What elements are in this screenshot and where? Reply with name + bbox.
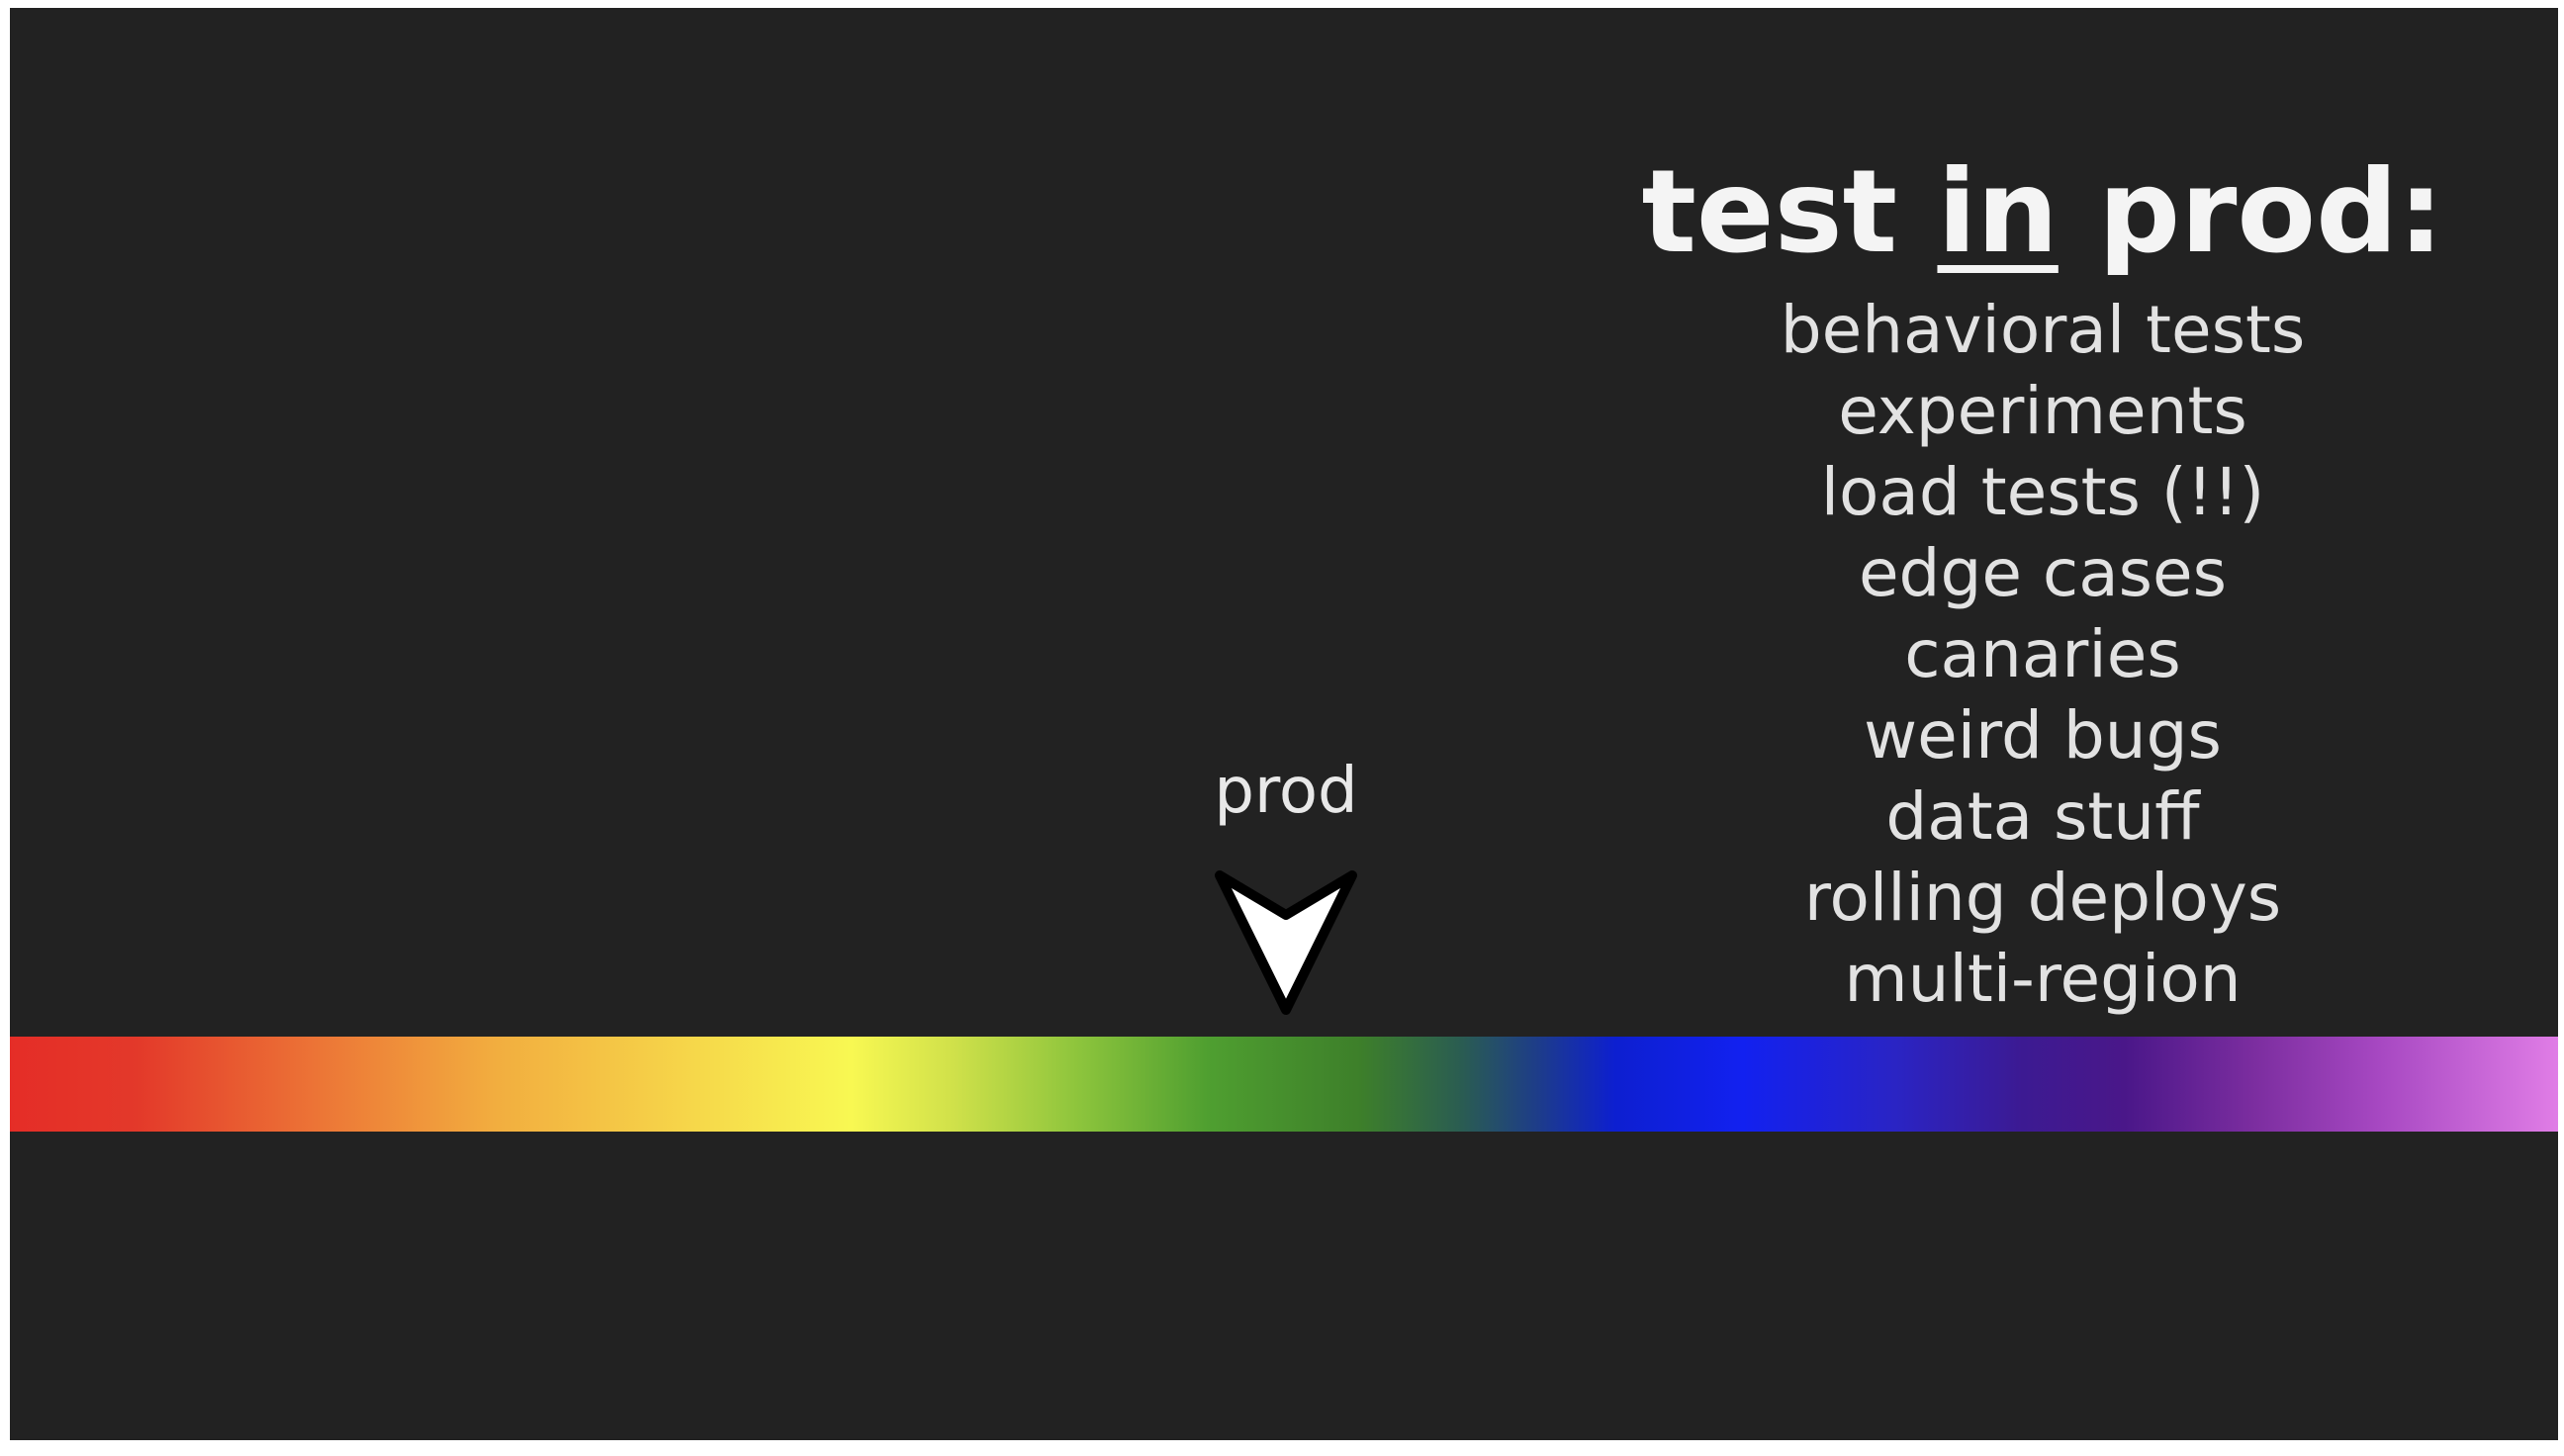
list-item: load tests (!!) (1820, 454, 2265, 531)
list-item: behavioral tests (1780, 292, 2306, 369)
slide-title: test in prod: (1548, 146, 2537, 278)
list-item: experiments (1838, 373, 2247, 450)
list-item: multi-region (1844, 941, 2242, 1018)
list-item: edge cases (1858, 535, 2228, 612)
list-item: weird bugs (1864, 697, 2222, 774)
spectrum-bar (10, 1037, 2558, 1132)
list-item: canaries (1904, 616, 2181, 693)
slide: test in prod: behavioral tests experimen… (10, 8, 2558, 1440)
prod-label: prod (1214, 755, 1358, 828)
title-before: test (1641, 145, 1938, 279)
title-emphasis: in (1937, 145, 2059, 279)
test-type-list: behavioral tests experiments load tests … (1548, 290, 2537, 1020)
list-item: data stuff (1885, 778, 2200, 856)
list-item: rolling deploys (1803, 860, 2282, 937)
downward-arrow-icon (1215, 870, 1357, 1015)
title-block: test in prod: behavioral tests experimen… (1548, 146, 2537, 1020)
title-after: prod: (2058, 145, 2444, 279)
